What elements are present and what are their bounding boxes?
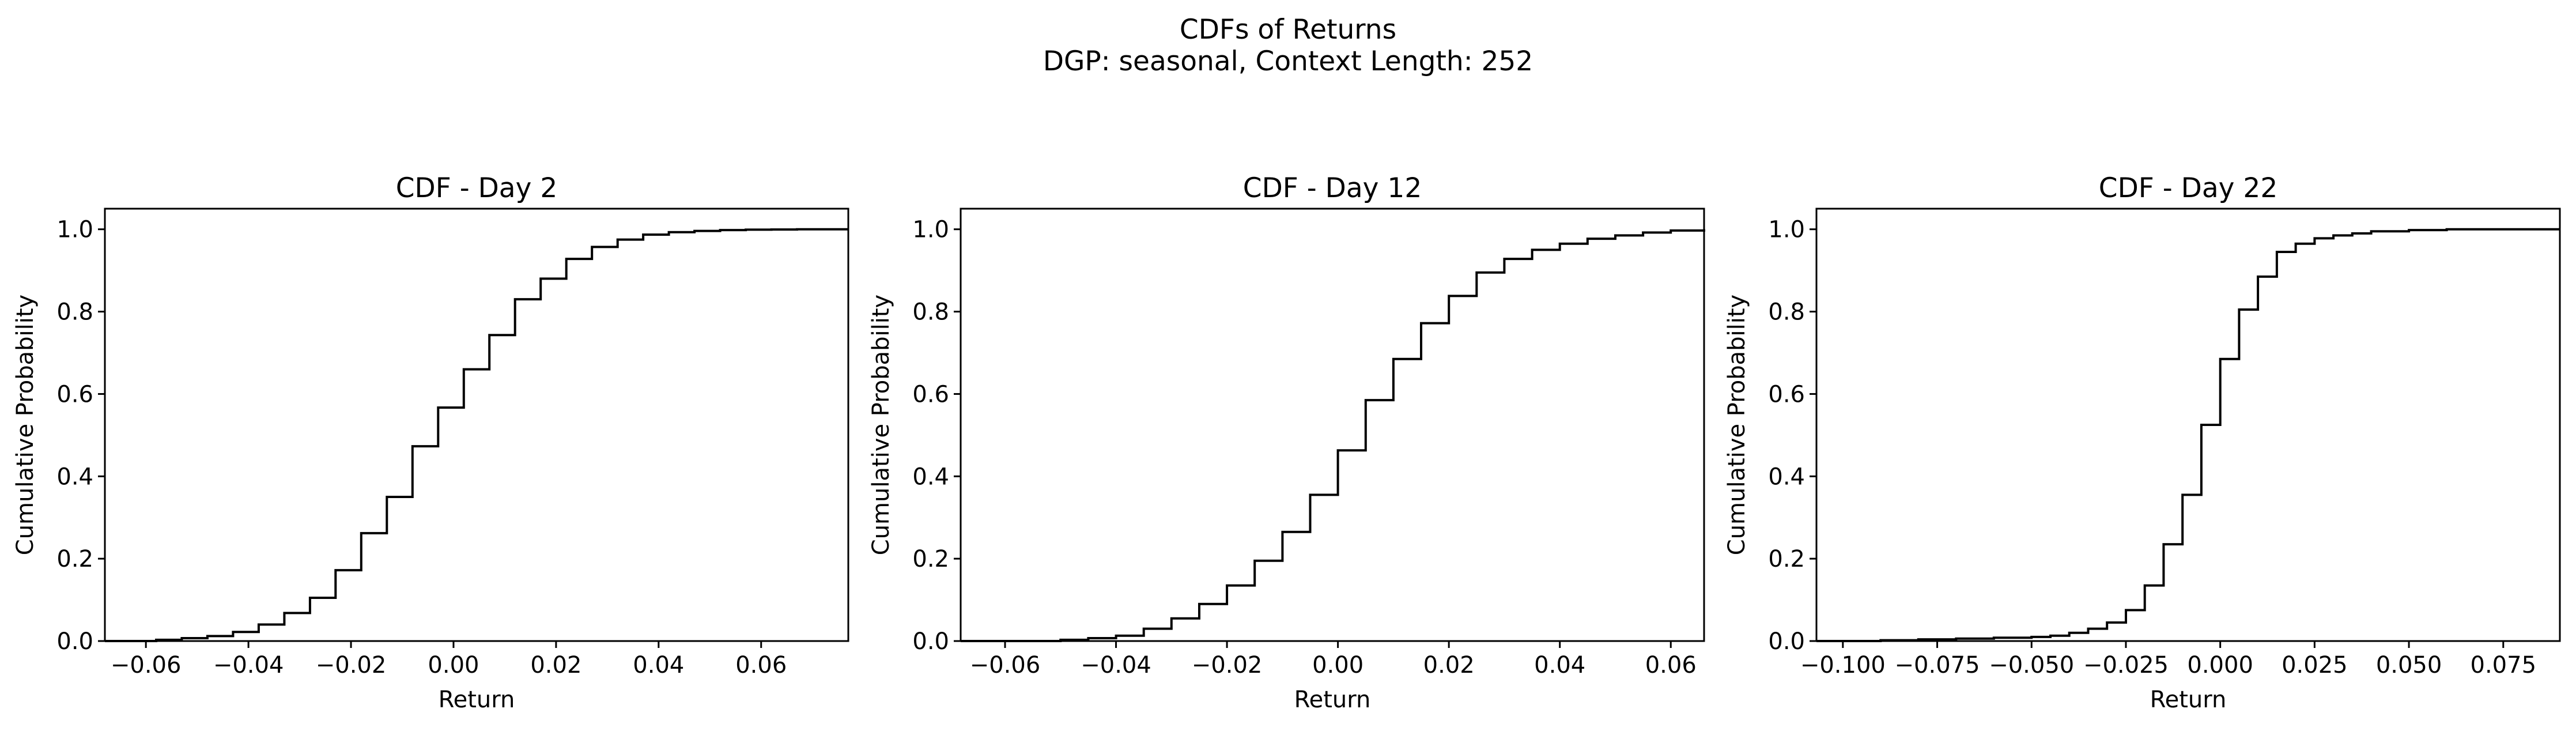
y-tick-label: 0.0 (56, 628, 93, 655)
x-tick-label: 0.04 (633, 652, 684, 679)
x-axis-label: Return (2150, 687, 2227, 713)
axes-title: CDF - Day 12 (1243, 172, 1422, 204)
y-axis-label: Cumulative Probability (1724, 295, 1750, 555)
y-tick-label: 0.8 (912, 299, 949, 326)
x-tick-label: −0.04 (1081, 652, 1151, 679)
y-tick-label: 0.6 (56, 381, 93, 408)
x-tick-label: −0.100 (1800, 652, 1886, 679)
x-axis-label: Return (1294, 687, 1371, 713)
y-tick-label: 0.6 (1768, 381, 1805, 408)
x-tick-label: 0.00 (428, 652, 479, 679)
y-axis-label: Cumulative Probability (12, 295, 39, 555)
y-tick-label: 0.0 (912, 628, 949, 655)
axes-frame (104, 208, 849, 642)
x-tick-label: 0.050 (2376, 652, 2442, 679)
y-tick-label: 0.4 (1768, 463, 1805, 490)
y-axis-label: Cumulative Probability (868, 295, 894, 555)
x-tick-label: 0.06 (735, 652, 787, 679)
chart-panel-1: −0.06 −0.04 −0.02 0.00 0.02 0.04 0.06 0.0 0.2 0.4… (12, 172, 849, 713)
x-tick-label: 0.02 (530, 652, 581, 679)
x-tick-label: −0.06 (970, 652, 1041, 679)
x-tick-label: −0.02 (316, 652, 387, 679)
axes-frame (960, 208, 1705, 642)
y-tick-label: 0.4 (912, 463, 949, 490)
x-axis-label: Return (439, 687, 515, 713)
x-tick-label: 0.00 (1312, 652, 1363, 679)
cdf-step-line (105, 228, 848, 642)
x-tick-label: 0.04 (1534, 652, 1585, 679)
x-tick-label: 0.02 (1423, 652, 1475, 679)
y-tick-label: 0.8 (1768, 299, 1805, 326)
y-tick-label: 1.0 (912, 217, 949, 243)
axes-title: CDF - Day 2 (396, 172, 558, 204)
x-tick-label: −0.050 (1989, 652, 2074, 679)
y-tick-label: 1.0 (56, 217, 93, 243)
y-tick-label: 0.6 (912, 381, 949, 408)
y-tick-label: 0.2 (1768, 546, 1805, 572)
y-tick-label: 0.2 (56, 546, 93, 572)
x-tick-label: 0.025 (2282, 652, 2348, 679)
figure-title: CDFs of Returns (1180, 14, 1396, 46)
y-tick-label: 0.4 (56, 463, 93, 490)
x-tick-label: 0.000 (2187, 652, 2253, 679)
x-tick-label: −0.02 (1192, 652, 1263, 679)
x-tick-label: 0.075 (2471, 652, 2537, 679)
cdf-step-line (961, 229, 1705, 642)
cdf-step-line (1816, 228, 2560, 642)
x-tick-label: −0.06 (111, 652, 182, 679)
y-tick-label: 0.2 (912, 546, 949, 572)
x-tick-label: −0.04 (213, 652, 284, 679)
figure-subtitle: DGP: seasonal, Context Length: 252 (1043, 46, 1533, 77)
axes-frame (1815, 208, 2561, 642)
axes-title: CDF - Day 22 (2099, 172, 2277, 204)
y-tick-label: 0.8 (56, 299, 93, 326)
y-tick-label: 1.0 (1768, 217, 1805, 243)
x-tick-label: 0.06 (1645, 652, 1697, 679)
chart-panel-2: −0.06 −0.04 −0.02 0.00 0.02 0.04 0.06 0.0 0.2 0.4… (868, 172, 1705, 713)
y-tick-label: 0.0 (1768, 628, 1805, 655)
x-tick-label: −0.075 (1895, 652, 1980, 679)
x-tick-label: −0.025 (2083, 652, 2169, 679)
chart-panels: −0.06 −0.04 −0.02 0.00 0.02 0.04 0.06 0.0 0.2 0.4… (12, 172, 2561, 713)
chart-panel-3: −0.100 −0.075 −0.050 −0.025 0.000 0.025 0.050 0… (1724, 172, 2561, 713)
